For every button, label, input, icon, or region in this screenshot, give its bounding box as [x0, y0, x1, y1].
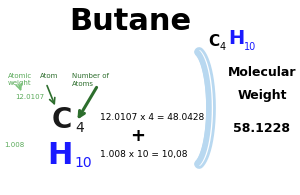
Text: 1.008: 1.008	[4, 142, 24, 148]
Text: 10: 10	[74, 156, 92, 170]
Text: C: C	[52, 106, 72, 134]
Text: 12.0107 x 4 = 48.0428: 12.0107 x 4 = 48.0428	[100, 113, 204, 122]
Text: 10: 10	[244, 42, 256, 52]
Text: 4: 4	[75, 121, 84, 135]
Text: 1.008 x 10 = 10,08: 1.008 x 10 = 10,08	[100, 151, 188, 160]
Text: Number of
Atoms: Number of Atoms	[72, 73, 109, 87]
Text: H: H	[228, 28, 244, 48]
Text: Weight: Weight	[237, 90, 287, 103]
Text: C: C	[208, 35, 219, 50]
Text: 12.0107: 12.0107	[15, 94, 44, 100]
Text: +: +	[130, 127, 146, 145]
Text: Molecular: Molecular	[228, 66, 296, 79]
Text: Butane: Butane	[69, 7, 191, 36]
Text: Atomic
weight: Atomic weight	[8, 73, 32, 87]
Text: 4: 4	[220, 42, 226, 52]
Text: Atom: Atom	[40, 73, 59, 79]
Text: H: H	[47, 141, 73, 169]
Text: 58.1228: 58.1228	[233, 121, 290, 135]
